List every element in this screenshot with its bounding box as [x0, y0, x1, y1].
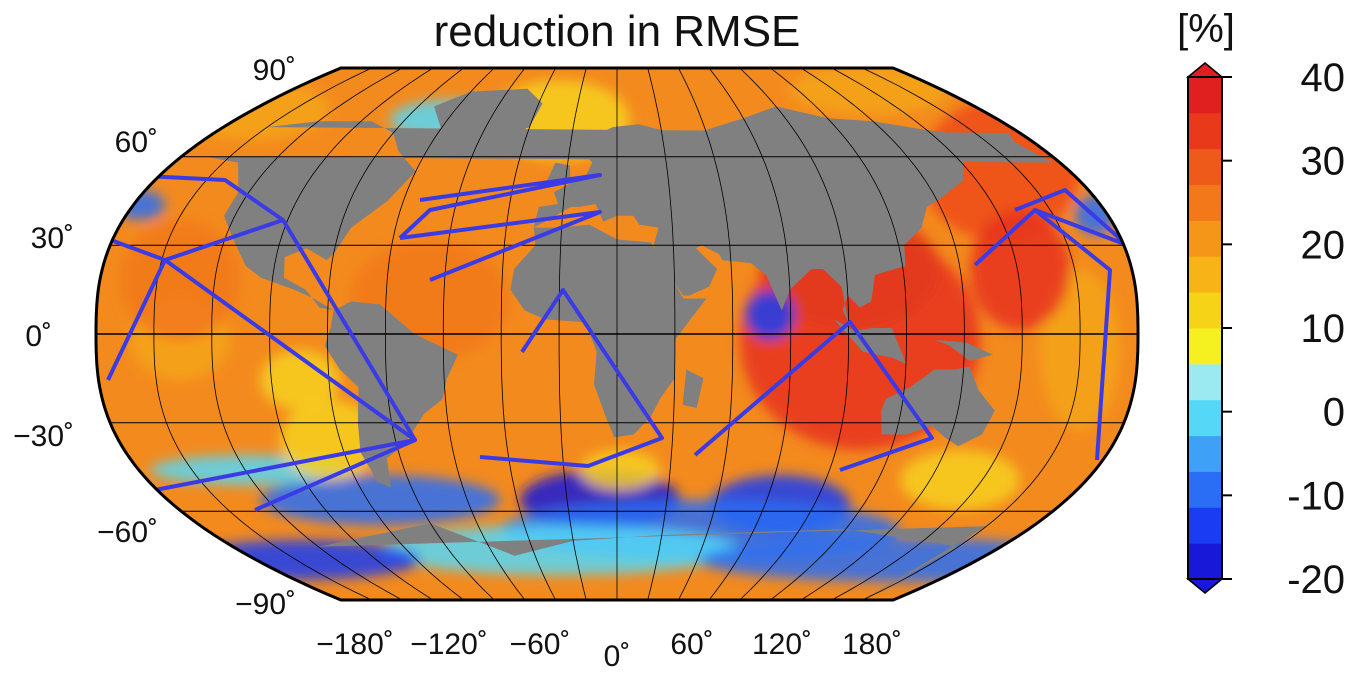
colorbar-tick-label: -20 [1287, 558, 1345, 602]
field-patch [745, 290, 795, 340]
lat-label-m90: −90˚ [235, 588, 296, 621]
lon-label-m60: −60˚ [510, 628, 571, 661]
colorbar-segment [1188, 256, 1222, 293]
field-patch [970, 210, 1070, 330]
track-line [1033, 208, 1112, 461]
track-line [398, 173, 602, 240]
colorbar-segment [1188, 220, 1222, 257]
meridian-line [647, 68, 676, 600]
meridian-line [211, 68, 403, 600]
colorbar-tick-label: 30 [1301, 140, 1346, 184]
colorbar-unit: [%] [1177, 7, 1235, 51]
track-line [399, 210, 602, 282]
colorbar-segment [1188, 148, 1222, 186]
field-patch [260, 350, 340, 410]
colorbar-segment [1188, 543, 1222, 580]
meridian-line [678, 68, 734, 600]
colorbar-tick-label: 0 [1323, 391, 1345, 435]
field-patch [120, 220, 240, 340]
track-line [106, 259, 167, 381]
colorbar-segment [1188, 292, 1222, 329]
colorbar-segment [1188, 363, 1222, 401]
track-line [479, 288, 664, 468]
meridian-line [558, 68, 587, 600]
meridian-line [153, 68, 372, 600]
lat-label-90: 90˚ [253, 54, 296, 87]
colorbar-segment [1188, 399, 1222, 437]
track-line [693, 320, 934, 472]
field-patch [260, 475, 500, 525]
lon-label-m180: −180˚ [316, 628, 394, 661]
colorbar-tick-label: 40 [1301, 56, 1346, 100]
colorbar-segment [1188, 328, 1222, 365]
colorbar-tick-label: 20 [1301, 223, 1346, 267]
colorbar-segment [1188, 435, 1222, 472]
meridian-line [831, 68, 1023, 600]
lon-label-0: 0˚ [604, 640, 631, 673]
colorbar: [%] 40 30 20 10 0 -10 -20 [1177, 7, 1345, 602]
world-map [94, 66, 1140, 602]
colorbar-min-arrow [1185, 578, 1225, 594]
land-masses [205, 88, 1053, 600]
lon-label-60: 60˚ [670, 628, 713, 661]
land-polygon [881, 366, 995, 447]
lat-label-60: 60˚ [115, 126, 158, 159]
lat-label-30: 30˚ [31, 222, 74, 255]
field-patch [180, 540, 420, 580]
land-polygon [834, 319, 906, 364]
colorbar-segment [1188, 507, 1222, 544]
colorbar-max-arrow [1185, 62, 1225, 78]
land-polygon [533, 106, 998, 323]
meridian-line [708, 68, 792, 600]
map-outline [94, 66, 1140, 602]
meridian-line [770, 68, 907, 600]
satellite-tracks [106, 173, 1129, 512]
land-polygon [318, 523, 987, 600]
track-line [154, 438, 417, 512]
longitude-labels: −180˚ −120˚ −60˚ 0˚ 60˚ 120˚ 180˚ [316, 628, 902, 673]
colorbar-segment [1188, 112, 1222, 150]
colorbar-ticks: 40 30 20 10 0 -10 -20 [1222, 56, 1345, 602]
meridian-line [442, 68, 526, 600]
meridian-line [500, 68, 556, 600]
land-polygon [682, 369, 704, 408]
meridian-line [862, 68, 1081, 600]
meridian-line [384, 68, 495, 600]
lat-label-m60: −60˚ [97, 516, 158, 549]
field-patch [900, 450, 1020, 510]
colorbar-tick-label: -10 [1287, 474, 1345, 518]
colorbar-segment [1188, 471, 1222, 508]
lon-label-180: 180˚ [842, 628, 902, 661]
meridian-line [327, 68, 464, 600]
lon-label-120: 120˚ [752, 628, 812, 661]
meridian-line [800, 68, 965, 600]
lat-label-0: 0˚ [25, 320, 52, 353]
field-patch [380, 525, 740, 575]
colorbar-segment [1188, 184, 1222, 221]
meridian-line [739, 68, 850, 600]
colorbar-segments [1188, 77, 1222, 580]
field-patch [700, 538, 1100, 582]
lat-label-m30: −30˚ [13, 420, 74, 453]
map-title: reduction in RMSE [434, 7, 801, 56]
latitude-labels: 90˚ 60˚ 30˚ 0˚ −30˚ −60˚ −90˚ [13, 54, 296, 621]
colorbar-segment [1188, 77, 1222, 114]
colorbar-tick-label: 10 [1301, 307, 1346, 351]
lon-label-m120: −120˚ [410, 628, 488, 661]
